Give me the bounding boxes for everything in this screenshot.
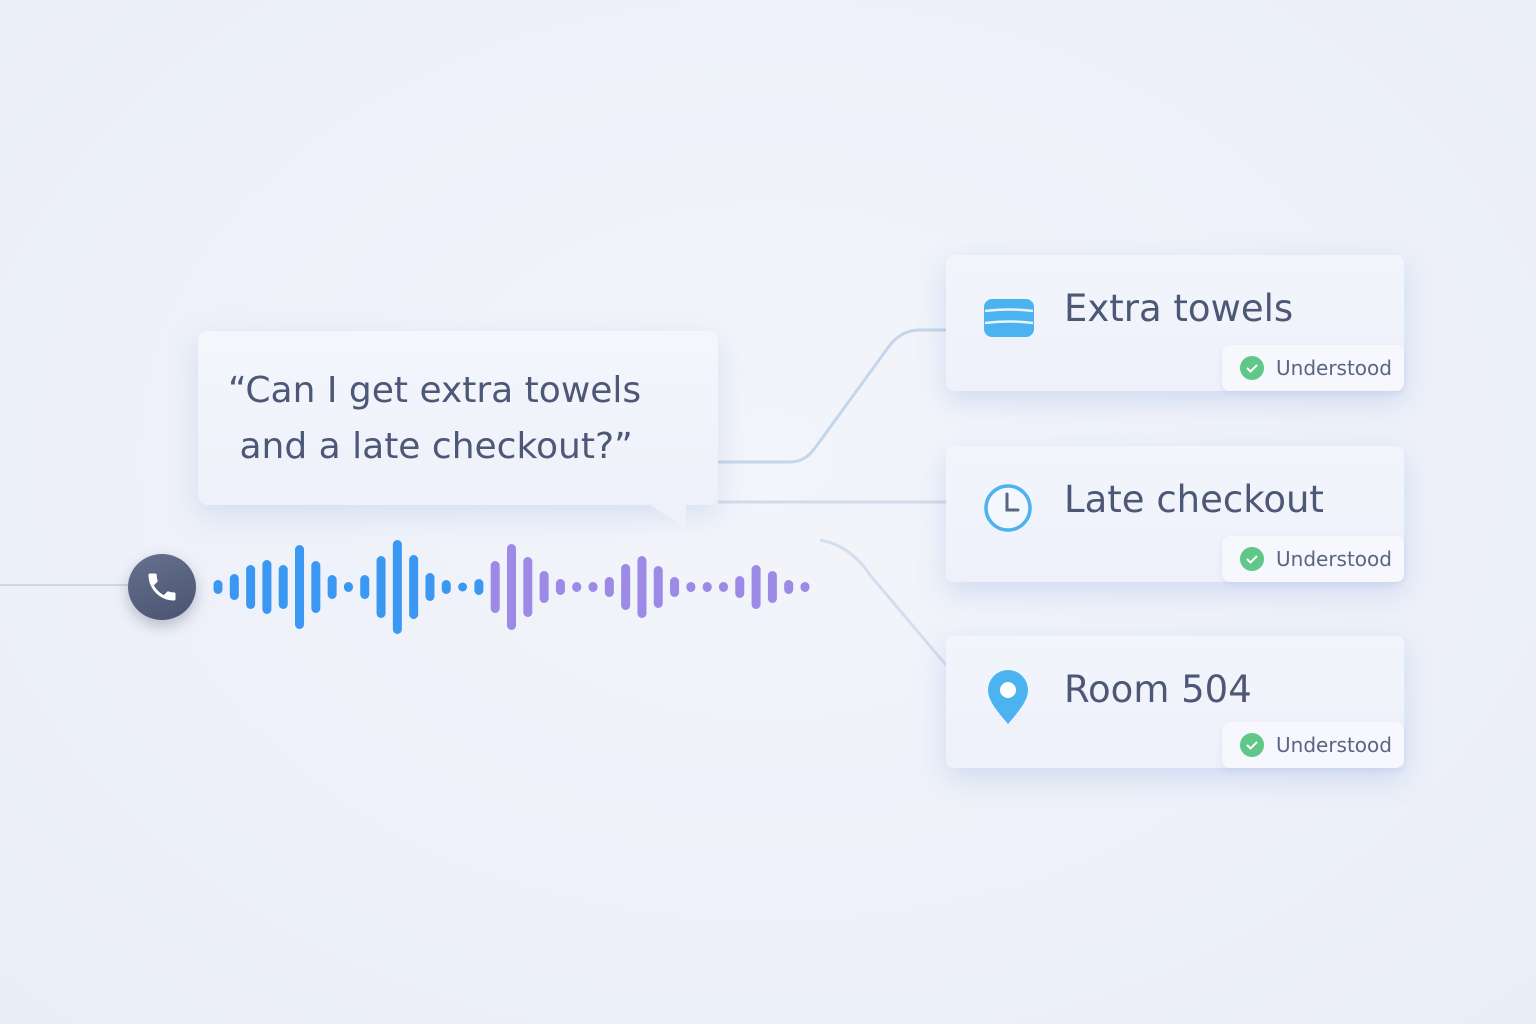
waveform-bar [555, 579, 565, 595]
status-badge: Understood [1222, 536, 1404, 582]
waveform-bar [539, 571, 549, 603]
intent-card-room-504: Room 504 Understood [946, 636, 1404, 768]
waveform-bar [767, 571, 777, 603]
waveform-bar [392, 540, 402, 634]
waveform-bar [523, 557, 533, 617]
speech-text: “Can I get extra towels and a late check… [228, 363, 641, 475]
waveform-bar [327, 575, 337, 599]
speech-line-2: and a late checkout?” [239, 426, 633, 467]
waveform-bar [686, 582, 696, 592]
waveform-bar [784, 580, 794, 594]
clock-icon [982, 480, 1038, 536]
waveform-bar [637, 556, 647, 618]
status-label: Understood [1276, 356, 1392, 380]
waveform-bar [604, 577, 614, 597]
waveform-bar [343, 582, 353, 592]
waveform-bar [278, 565, 288, 609]
waveform-bar [458, 582, 468, 592]
waveform-bar [735, 576, 745, 598]
waveform-bar [653, 566, 663, 608]
intent-title: Room 504 [1064, 668, 1252, 711]
speech-bubble-tail [648, 503, 686, 529]
status-badge: Understood [1222, 722, 1404, 768]
waveform-bar [800, 582, 810, 592]
status-label: Understood [1276, 547, 1392, 571]
waveform-bar [213, 580, 223, 594]
waveform-bar [376, 556, 386, 618]
waveform-bar [490, 561, 500, 613]
waveform-bar [229, 574, 239, 600]
intent-card-extra-towels: Extra towels Understood [946, 255, 1404, 391]
intent-card-late-checkout: Late checkout Understood [946, 446, 1404, 582]
waveform-bar [507, 544, 516, 630]
waveform-bar [751, 565, 761, 609]
waveform-bar [441, 580, 451, 594]
waveform-bar [702, 582, 712, 592]
waveform-bar [295, 545, 305, 629]
check-icon [1240, 356, 1264, 380]
waveform-bar [621, 564, 631, 610]
waveform-bar [474, 579, 484, 595]
phone-icon [128, 554, 196, 620]
waveform-bar [718, 582, 728, 592]
intent-title: Extra towels [1064, 287, 1294, 330]
towels-icon [982, 289, 1038, 345]
speech-line-1: “Can I get extra towels [228, 370, 642, 411]
waveform-bar [262, 560, 272, 614]
waveform-bar [246, 565, 256, 609]
location-pin-icon [982, 670, 1038, 726]
waveform-bar [311, 561, 321, 613]
waveform-bar [360, 575, 370, 599]
intent-title: Late checkout [1064, 478, 1324, 521]
status-badge: Understood [1222, 345, 1404, 391]
waveform-bar [670, 577, 680, 597]
waveform-bar [572, 582, 582, 592]
check-icon [1240, 733, 1264, 757]
waveform-bar [425, 573, 435, 601]
check-icon [1240, 547, 1264, 571]
speech-bubble: “Can I get extra towels and a late check… [198, 331, 718, 505]
status-label: Understood [1276, 733, 1392, 757]
waveform-bar [409, 555, 419, 619]
waveform-bar [588, 582, 598, 592]
